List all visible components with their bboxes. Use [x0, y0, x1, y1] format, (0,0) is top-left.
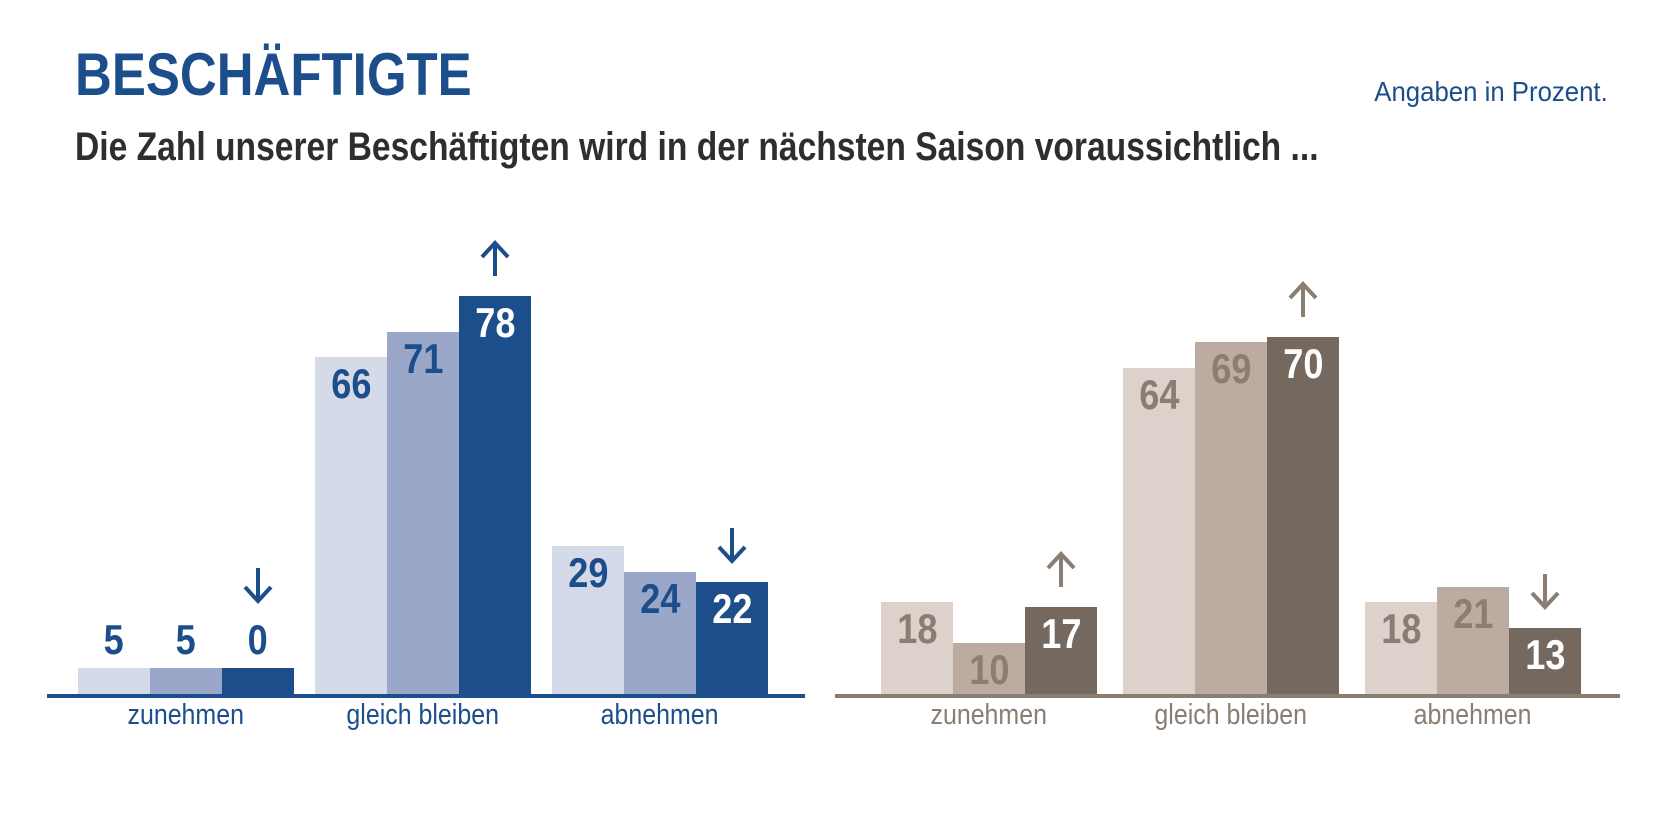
trend-up-arrow-icon [1288, 281, 1318, 317]
beschaeftigte-taupe-zunehmen-bar-3-dark: 17 [1025, 607, 1097, 694]
bar-value-label: 29 [567, 549, 609, 596]
trend-down-arrow-icon [243, 568, 273, 604]
beschaeftigte-blue-gleich-bleiben-bar-3-dark: 78 [459, 296, 531, 694]
bar-value-label: 71 [402, 335, 444, 382]
category-label-zunehmen: zunehmen [127, 699, 245, 731]
page-title: BESCHÄFTIGTE [75, 41, 472, 108]
beschaeftigte-blue-zunehmen-bar-2-medium: 5 [150, 619, 222, 694]
beschaeftigte-taupe-abnehmen-bar-2-medium: 21 [1437, 587, 1509, 694]
beschaeftigte-taupe-zunehmen-bar-1-light: 18 [881, 602, 953, 694]
page-subtitle: Die Zahl unserer Beschäftigten wird in d… [75, 125, 1319, 169]
beschaeftigte-taupe-zunehmen-bar-2-medium: 10 [953, 643, 1025, 694]
bar-value-label: 69 [1210, 345, 1252, 392]
trend-up-arrow-icon [480, 240, 510, 276]
beschaeftigte-blue-gleich-bleiben-bar-2-medium: 71 [387, 332, 459, 694]
bar-value-label: 18 [896, 605, 938, 652]
beschaeftigte-taupe-gleich-bleiben-bar-1-light: 64 [1123, 368, 1195, 694]
beschaeftigte-blue-abnehmen-bar-3-dark: 22 [696, 582, 768, 694]
beschaeftigte-blue-abnehmen-bar-1-light: 29 [552, 546, 624, 694]
beschaeftigte-taupe-abnehmen-bar-3-dark: 13 [1509, 628, 1581, 694]
bar-value-label: 78 [474, 299, 516, 346]
bar-value-label: 10 [968, 646, 1010, 693]
x-axis-line [47, 694, 805, 698]
employees-chart-taupe: 18 10 17 zunehmen 64 69 70 gleich bleiben 18 21 13… [835, 210, 1620, 731]
beschaeftigte-taupe-abnehmen-bar-1-light: 18 [1365, 602, 1437, 694]
bar-value-label: 24 [639, 575, 681, 622]
x-axis-line [835, 694, 1620, 698]
employees-chart-blue: 5 5 0 zunehmen 66 71 78 gleich bleiben 29 24 22 abn… [47, 210, 805, 731]
category-label-abnehmen: abnehmen [601, 699, 719, 731]
trend-down-arrow-icon [1530, 574, 1560, 610]
bar-value-label: 66 [330, 360, 372, 407]
category-label-zunehmen: zunehmen [930, 699, 1048, 731]
bar-value-label: 5 [103, 616, 125, 663]
bar-value-label: 64 [1138, 371, 1180, 418]
beschaeftigte-taupe-gleich-bleiben-bar-2-medium: 69 [1195, 342, 1267, 694]
bar-value-label: 22 [711, 585, 753, 632]
trend-down-arrow-icon [717, 528, 747, 564]
beschaeftigte-taupe-gleich-bleiben-bar-3-dark: 70 [1267, 337, 1339, 694]
bar-value-label: 0 [247, 616, 269, 663]
trend-up-arrow-icon [1046, 551, 1076, 587]
beschaeftigte-blue-gleich-bleiben-bar-1-light: 66 [315, 357, 387, 694]
category-label-gleich-bleiben: gleich bleiben [1154, 699, 1308, 731]
beschaeftigte-blue-abnehmen-bar-2-medium: 24 [624, 572, 696, 694]
bar-value-label: 70 [1282, 340, 1324, 387]
bar-value-label: 17 [1040, 610, 1082, 657]
bar-value-label: 18 [1380, 605, 1422, 652]
category-label-gleich-bleiben: gleich bleiben [346, 699, 500, 731]
beschaeftigte-blue-zunehmen-bar-3-dark: 0 [222, 619, 294, 694]
bar-value-label: 13 [1524, 631, 1566, 678]
category-label-abnehmen: abnehmen [1414, 699, 1532, 731]
bar-value-label: 21 [1452, 590, 1494, 637]
beschaeftigte-blue-zunehmen-bar-1-light: 5 [78, 619, 150, 694]
bar-value-label: 5 [175, 616, 197, 663]
unit-note: Angaben in Prozent. [1374, 76, 1608, 107]
